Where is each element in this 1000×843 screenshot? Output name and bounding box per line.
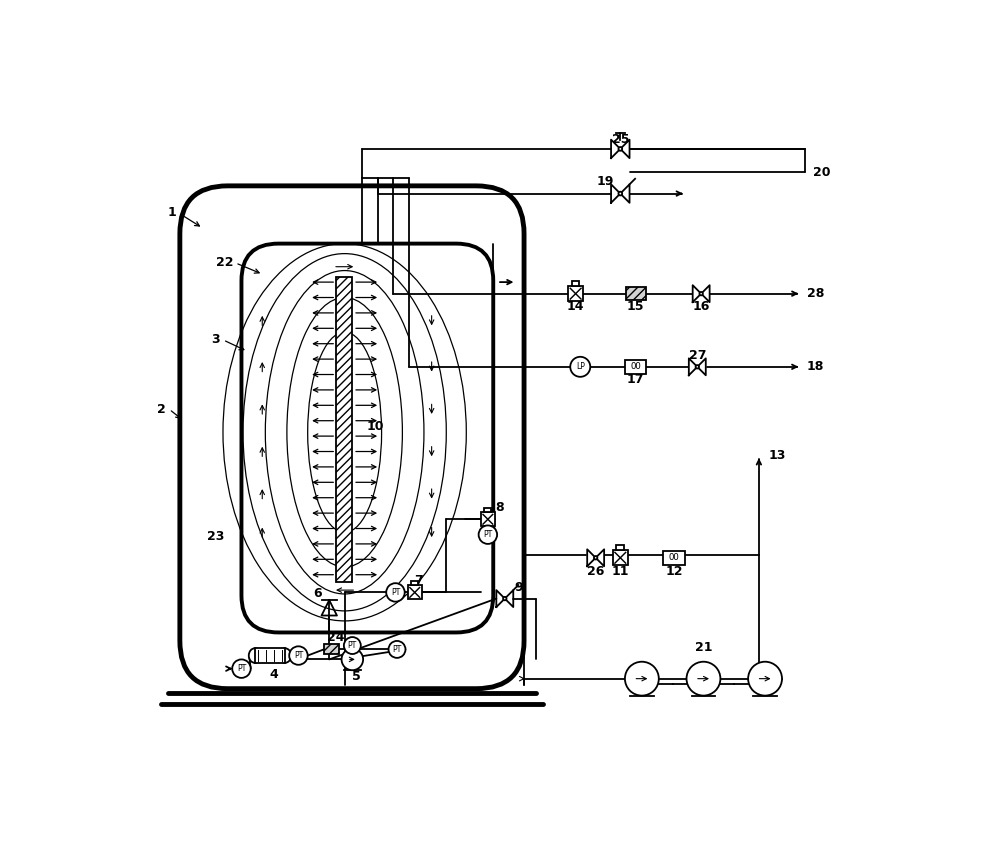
Text: 23: 23	[207, 529, 225, 543]
Text: 3: 3	[211, 333, 220, 346]
Text: 25: 25	[612, 133, 629, 146]
Text: 5: 5	[352, 670, 361, 683]
Bar	[324, 644, 339, 654]
Text: 15: 15	[627, 300, 644, 314]
Circle shape	[386, 583, 405, 602]
Text: 6: 6	[313, 588, 322, 600]
Text: 7: 7	[414, 574, 423, 588]
Ellipse shape	[249, 648, 261, 663]
Bar	[625, 360, 646, 373]
Bar	[336, 277, 352, 583]
Circle shape	[618, 191, 622, 196]
Circle shape	[687, 662, 720, 695]
Text: 16: 16	[692, 300, 710, 314]
Bar	[255, 648, 285, 663]
Circle shape	[699, 292, 703, 295]
Text: 28: 28	[807, 287, 824, 300]
Text: PT: PT	[391, 588, 400, 597]
Circle shape	[289, 647, 308, 665]
Text: PT: PT	[348, 641, 357, 650]
Text: 26: 26	[587, 565, 604, 578]
Text: 14: 14	[567, 300, 584, 314]
Ellipse shape	[279, 648, 291, 663]
Bar	[411, 582, 418, 586]
Bar	[408, 586, 422, 599]
Bar	[572, 282, 579, 286]
Text: 24: 24	[327, 631, 344, 644]
Text: 17: 17	[627, 373, 644, 385]
Text: 18: 18	[807, 360, 824, 373]
Bar	[255, 648, 285, 663]
Text: 12: 12	[665, 565, 683, 578]
Text: PT: PT	[237, 664, 246, 674]
Circle shape	[389, 641, 405, 658]
Text: 8: 8	[495, 502, 504, 514]
Text: 13: 13	[768, 448, 786, 462]
Bar	[613, 550, 628, 566]
Circle shape	[232, 659, 251, 678]
Text: 22: 22	[216, 256, 234, 270]
Circle shape	[594, 556, 597, 560]
Bar	[484, 508, 491, 513]
Circle shape	[479, 525, 497, 544]
Bar	[616, 545, 624, 550]
Text: LP: LP	[576, 362, 585, 371]
Text: 4: 4	[269, 668, 278, 681]
Text: 11: 11	[612, 565, 629, 578]
Text: PT: PT	[294, 651, 303, 660]
Text: OO: OO	[669, 553, 680, 562]
Circle shape	[625, 662, 659, 695]
Text: 20: 20	[813, 165, 830, 179]
Bar	[481, 513, 495, 526]
Text: OO: OO	[630, 362, 641, 371]
Circle shape	[570, 357, 590, 377]
Circle shape	[342, 648, 363, 670]
Circle shape	[503, 597, 506, 600]
Text: 27: 27	[689, 349, 706, 362]
Text: PT: PT	[483, 530, 492, 540]
Text: PT: PT	[392, 645, 402, 654]
Text: 21: 21	[695, 642, 712, 654]
Circle shape	[618, 147, 622, 151]
Text: 19: 19	[596, 175, 614, 188]
Text: 1: 1	[167, 207, 176, 219]
Bar	[663, 550, 685, 565]
Circle shape	[748, 662, 782, 695]
Text: 9: 9	[514, 581, 523, 593]
Bar	[568, 286, 583, 301]
Bar	[626, 287, 646, 300]
Text: 2: 2	[157, 403, 166, 416]
Text: 10: 10	[367, 421, 384, 433]
Circle shape	[696, 365, 699, 368]
Circle shape	[344, 637, 361, 654]
